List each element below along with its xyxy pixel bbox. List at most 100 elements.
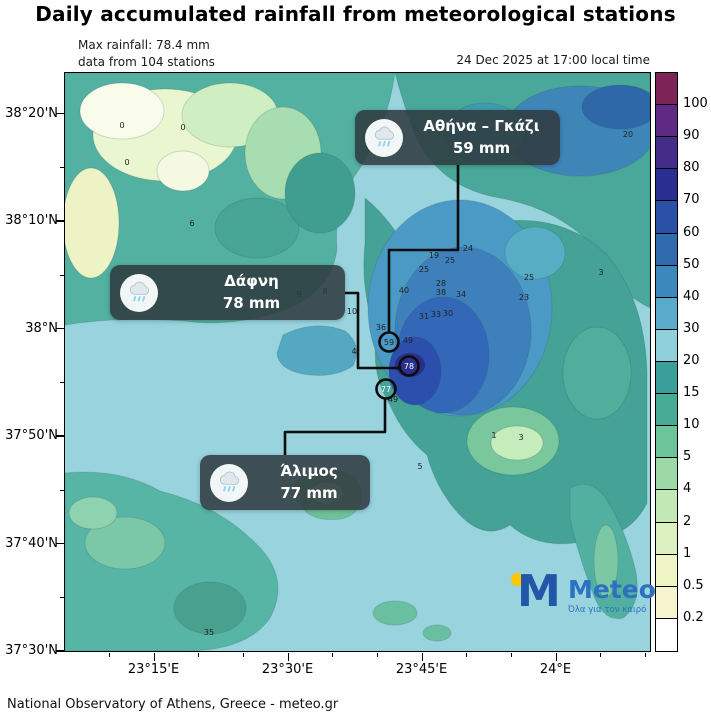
- station-value: 5: [417, 462, 422, 471]
- station-value: 59: [384, 338, 394, 347]
- colorbar-label: 20: [683, 353, 700, 368]
- x-axis-minor-tick: [198, 653, 200, 657]
- station-value: 4: [351, 347, 356, 356]
- callout-alimos: Άλιμος 77 mm: [200, 455, 370, 510]
- colorbar-label: 15: [683, 385, 700, 401]
- colorbar-cell: [656, 426, 677, 459]
- y-axis-tick: [56, 112, 64, 115]
- logo-brand-text: Meteo: [568, 575, 656, 604]
- meteo-logo-mark: M: [511, 568, 561, 619]
- colorbar-cell: [656, 490, 677, 523]
- rainfall-map: 0002069819252425283840343133303649104492…: [64, 72, 656, 652]
- y-axis-tick: [56, 220, 64, 222]
- y-axis-tick-label: 38°20'N: [5, 105, 58, 121]
- callout-dafni: Δάφνη 78 mm: [110, 265, 345, 320]
- connector-alimos: [283, 399, 387, 455]
- y-axis-minor-tick: [60, 489, 64, 491]
- colorbar-cell: [656, 233, 677, 266]
- station-value: 25: [445, 256, 455, 265]
- station-value: 6: [189, 219, 194, 228]
- station-value: 49: [403, 336, 413, 345]
- colorbar-cell: [656, 361, 677, 395]
- cloud-rain-icon: [365, 118, 403, 157]
- colorbar-label: 1: [683, 545, 692, 561]
- x-axis-minor-tick: [510, 653, 512, 657]
- callout-station-value: 78 mm: [222, 293, 281, 312]
- x-axis-tick-label: 23°15'E: [127, 662, 180, 677]
- colorbar-cell: [656, 73, 677, 106]
- logo-dot-icon: [511, 573, 524, 586]
- colorbar-label: 4: [683, 481, 692, 497]
- station-value: 38: [436, 288, 446, 297]
- station-value: 3: [598, 268, 603, 277]
- x-axis-tick-label: 23°30'E: [261, 662, 314, 677]
- station-value: 49: [388, 395, 398, 404]
- station-value: 20: [623, 130, 633, 139]
- meteo-logo: M Meteo Όλα για τον καιρό: [511, 568, 656, 619]
- colorbar-label: 70: [683, 192, 700, 208]
- x-axis-minor-tick: [376, 653, 378, 657]
- colorbar-cell: [656, 137, 677, 170]
- footer-credit: National Observatory of Athens, Greece -…: [7, 697, 339, 712]
- colorbar-cell: [656, 394, 677, 427]
- station-value: 0: [180, 123, 185, 132]
- page-title: Daily accumulated rainfall from meteorol…: [35, 2, 676, 26]
- station-value: 23: [519, 293, 529, 302]
- callout-connectors: [283, 165, 460, 455]
- x-axis-minor-tick: [600, 653, 602, 657]
- station-count-text: data from 104 stations: [78, 55, 215, 70]
- y-axis-tick-label: 37°50'N: [5, 428, 58, 443]
- station-value: 78: [404, 362, 414, 371]
- x-axis-tick: [555, 653, 557, 661]
- station-value: 36: [376, 323, 386, 332]
- x-axis-tick: [421, 653, 423, 661]
- colorbar-cell: [656, 586, 677, 619]
- colorbar-cell: [656, 169, 677, 202]
- colorbar-label: 90: [683, 128, 700, 144]
- logo-tagline: Όλα για τον καιρό: [568, 605, 647, 616]
- colorbar-cell: [656, 105, 677, 138]
- x-axis-tick: [287, 653, 289, 661]
- station-value: 3: [518, 433, 523, 442]
- callout-station-value: 77 mm: [280, 483, 338, 502]
- y-axis-tick: [56, 435, 64, 437]
- callout-athina-gazi: Αθήνα – Γκάζι 59 mm: [355, 110, 560, 165]
- x-axis-tick: [153, 653, 155, 661]
- max-rainfall-text: Max rainfall: 78.4 mm: [78, 38, 210, 52]
- cloud-rain-icon: [210, 463, 248, 502]
- station-value: 35: [204, 628, 214, 637]
- colorbar-cell: [656, 458, 677, 491]
- station-value: 25: [524, 273, 534, 282]
- station-value: 24: [463, 244, 473, 253]
- rainfall-contour-canvas: 0002069819252425283840343133303649104492…: [65, 73, 650, 651]
- colorbar-cell: [656, 297, 677, 330]
- connector-athina: [387, 165, 460, 332]
- y-axis-tick-label: 38°10'N: [5, 213, 58, 228]
- colorbar: [655, 72, 678, 652]
- x-axis-minor-tick: [242, 653, 244, 657]
- station-value: 25: [419, 265, 429, 274]
- x-axis-minor-tick: [332, 653, 334, 657]
- station-value: 28: [436, 279, 446, 288]
- y-axis-minor-tick: [60, 382, 64, 384]
- y-axis-minor-tick: [60, 274, 64, 276]
- station-circle-dafni: [398, 355, 420, 377]
- station-circle-athina: [378, 331, 400, 353]
- y-axis-tick: [56, 542, 64, 545]
- colorbar-cell: [656, 265, 677, 298]
- station-value: 1: [491, 431, 496, 440]
- station-value: 34: [456, 290, 466, 299]
- station-circle-alimos: [375, 378, 397, 400]
- colorbar-cell: [656, 618, 677, 650]
- colorbar-label: 60: [683, 224, 700, 240]
- x-axis-minor-tick: [108, 653, 110, 657]
- station-value: 77: [381, 385, 391, 394]
- map-datetime: 24 Dec 2025 at 17:00 local time: [456, 53, 650, 67]
- station-value: 31: [419, 312, 429, 321]
- colorbar-label: 30: [683, 320, 700, 336]
- colorbar-label: 10: [683, 417, 700, 433]
- callout-station-value: 59 mm: [452, 138, 511, 157]
- callout-station-name: Άλιμος: [280, 462, 338, 481]
- colorbar-label: 5: [683, 449, 692, 465]
- connector-dafni: [345, 291, 399, 370]
